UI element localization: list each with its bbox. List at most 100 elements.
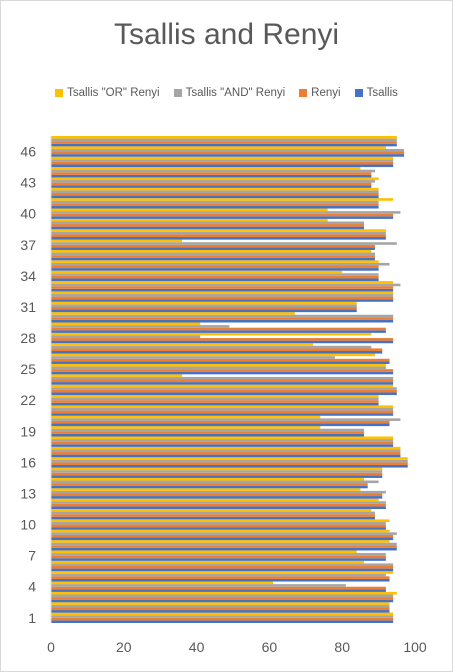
bar-40-series-0	[51, 216, 394, 219]
bar-31-series-3	[51, 301, 357, 305]
bar-28-series-2	[51, 335, 201, 339]
bar-23-series-3	[51, 384, 394, 388]
legend-item-or: Tsallis "OR" Renyi	[55, 87, 160, 99]
bar-33-series-2	[51, 283, 401, 287]
x-tick-label: 0	[47, 639, 55, 655]
legend-label-tsallis: Tsallis	[366, 87, 398, 99]
bar-25-series-1	[51, 369, 394, 372]
bar-18-series-1	[51, 441, 394, 445]
bar-1-series-2	[51, 615, 394, 618]
bar-37-series-0	[51, 247, 375, 250]
bar-15-series-0	[51, 475, 383, 478]
bar-20-series-0	[51, 423, 390, 427]
bar-41-series-0	[51, 205, 379, 209]
bar-20-series-3	[51, 415, 321, 419]
bar-27-series-3	[51, 343, 314, 346]
bar-27-series-1	[51, 348, 383, 351]
bar-29-series-1	[51, 327, 386, 331]
bar-27-series-0	[51, 351, 383, 354]
bar-12-series-3	[51, 498, 379, 502]
bar-16-series-2	[51, 459, 408, 463]
bar-16-series-3	[51, 457, 408, 460]
bar-40-series-3	[51, 208, 328, 212]
bar-13-series-3	[51, 488, 361, 491]
bar-22-series-3	[51, 395, 379, 398]
x-tick-label: 100	[403, 639, 427, 655]
bar-21-series-1	[51, 410, 394, 414]
bar-17-series-0	[51, 454, 401, 458]
bar-11-series-1	[51, 514, 375, 517]
legend-item-and: Tsallis "AND" Renyi	[173, 87, 285, 99]
bar-8-series-2	[51, 542, 397, 546]
bar-42-series-1	[51, 192, 379, 196]
bar-2-series-2	[51, 604, 390, 608]
bar-1-series-3	[51, 612, 394, 616]
bar-9-series-3	[51, 529, 390, 533]
bar-35-series-1	[51, 265, 379, 269]
bar-4-series-3	[51, 581, 274, 585]
bar-29-series-0	[51, 330, 386, 333]
bar-12-series-0	[51, 506, 386, 510]
x-tick-label: 40	[189, 639, 205, 655]
bar-14-series-2	[51, 480, 379, 484]
bar-44-series-0	[51, 174, 372, 178]
bar-33-series-0	[51, 288, 394, 292]
bar-38-series-2	[51, 231, 386, 235]
bar-45-series-1	[51, 161, 394, 165]
bar-33-series-3	[51, 281, 394, 284]
bar-21-series-2	[51, 407, 394, 411]
bar-30-series-1	[51, 317, 394, 320]
y-tick-label: 7	[28, 548, 36, 564]
bar-46-series-0	[51, 154, 405, 157]
bar-35-series-0	[51, 268, 379, 271]
y-tick-label: 22	[20, 392, 36, 408]
bar-34-series-0	[51, 278, 379, 282]
bar-13-series-1	[51, 493, 383, 497]
bar-2-series-3	[51, 602, 390, 605]
bar-9-series-2	[51, 532, 397, 535]
bar-23-series-2	[51, 387, 397, 390]
bar-10-series-1	[51, 524, 386, 528]
bar-6-series-1	[51, 566, 394, 569]
bar-29-series-3	[51, 322, 201, 326]
bar-23-series-0	[51, 392, 397, 396]
bar-37-series-3	[51, 239, 183, 243]
bar-11-series-2	[51, 511, 375, 515]
bar-5-series-0	[51, 578, 390, 582]
legend-item-renyi: Renyi	[299, 87, 341, 99]
bar-37-series-2	[51, 242, 397, 245]
bar-4-series-0	[51, 589, 386, 592]
bar-12-series-1	[51, 503, 386, 507]
y-tick-label: 10	[20, 517, 36, 533]
bar-22-series-2	[51, 397, 379, 401]
bar-14-series-1	[51, 483, 368, 486]
x-tick-label: 20	[116, 639, 132, 655]
bar-21-series-3	[51, 405, 394, 408]
bar-40-series-1	[51, 213, 394, 217]
bar-10-series-2	[51, 521, 386, 525]
bar-47-series-2	[51, 138, 397, 142]
y-tick-label: 1	[28, 610, 36, 626]
bar-45-series-2	[51, 159, 394, 162]
bar-34-series-1	[51, 275, 379, 279]
bar-44-series-2	[51, 169, 375, 173]
legend-item-tsallis: Tsallis	[354, 87, 398, 99]
bar-3-series-2	[51, 594, 394, 598]
bar-17-series-3	[51, 446, 401, 450]
bar-37-series-1	[51, 244, 375, 248]
bar-47-series-0	[51, 143, 397, 147]
y-tick-label: 16	[20, 454, 36, 470]
bar-32-series-2	[51, 294, 394, 297]
bar-24-series-0	[51, 382, 394, 385]
bar-21-series-0	[51, 413, 394, 416]
bar-2-series-1	[51, 607, 390, 611]
bar-41-series-2	[51, 200, 379, 204]
legend-swatch-and	[173, 89, 182, 97]
y-tick-label: 43	[20, 175, 36, 191]
bar-3-series-1	[51, 597, 394, 600]
bar-13-series-2	[51, 490, 386, 494]
bar-36-series-0	[51, 257, 375, 261]
bar-23-series-1	[51, 389, 397, 393]
bar-5-series-1	[51, 576, 390, 579]
